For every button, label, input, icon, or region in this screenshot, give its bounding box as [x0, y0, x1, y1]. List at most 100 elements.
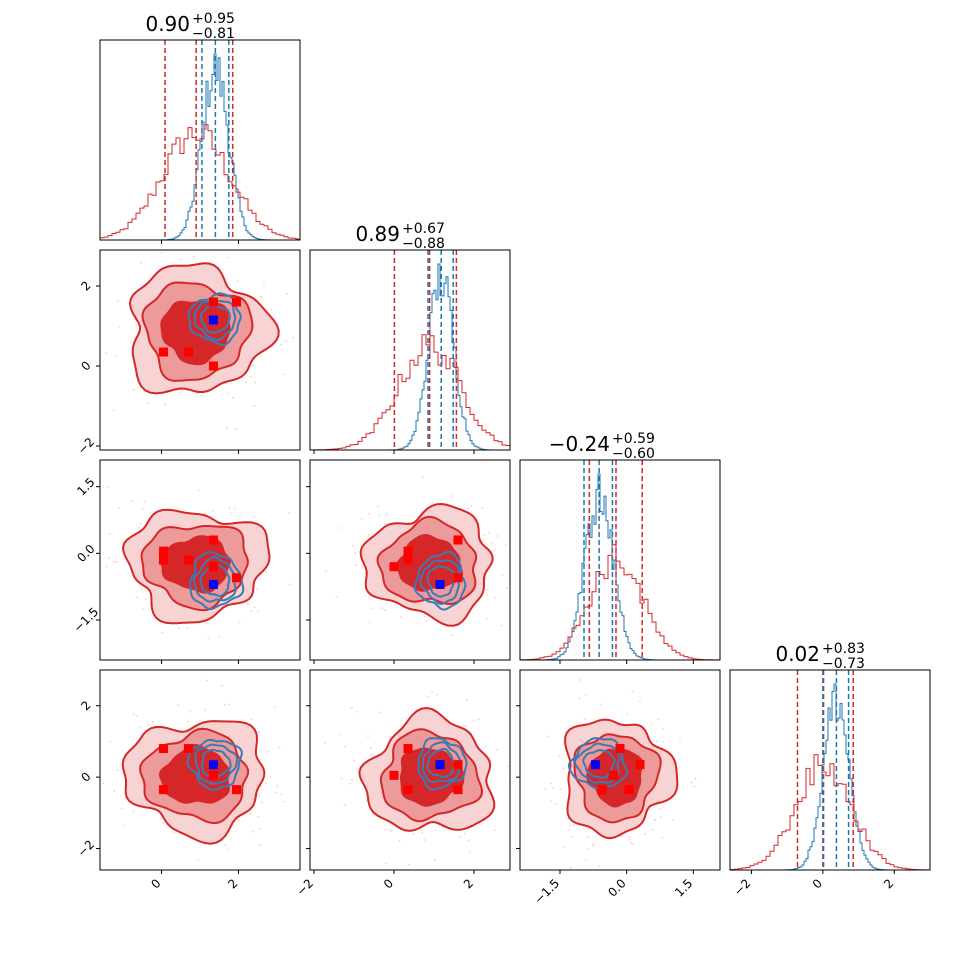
sample-point	[195, 392, 198, 395]
panel-title-median: 0.90	[145, 12, 190, 36]
sample-point	[693, 785, 696, 788]
sample-point	[257, 815, 260, 818]
panel-frame	[519, 669, 721, 871]
sample-point	[486, 589, 489, 591]
contour-panel-1-0: −2 0 2	[75, 248, 301, 457]
blue-histogram	[730, 683, 930, 870]
sample-point	[285, 292, 288, 295]
panel-content	[730, 670, 930, 870]
sample-point	[661, 836, 664, 839]
red-marker	[158, 785, 168, 795]
sample-point	[353, 759, 355, 762]
sample-point	[173, 831, 175, 834]
sample-point	[578, 697, 581, 700]
sample-point	[138, 726, 141, 728]
sample-point	[433, 859, 436, 861]
sample-point	[113, 790, 116, 793]
sample-point	[121, 541, 124, 543]
y-tick-label: −2	[75, 435, 97, 457]
sample-point	[473, 719, 475, 721]
sample-point	[463, 832, 466, 835]
red-marker	[624, 785, 634, 795]
panel-title-minus: −0.81	[192, 26, 235, 42]
histogram-panel-3-3: 0.02 +0.83−0.73 −2 0 2	[729, 641, 931, 899]
x-tick-label: 0.0	[605, 876, 628, 899]
x-tick-label: 0	[381, 876, 396, 891]
sample-point	[514, 566, 516, 568]
sample-point	[109, 740, 111, 743]
sample-point	[186, 627, 189, 629]
panel-frame	[309, 669, 511, 871]
sample-point	[490, 550, 493, 552]
panel-content	[310, 250, 510, 450]
sample-point	[469, 850, 471, 853]
sample-point	[204, 512, 206, 515]
blue-histogram	[310, 263, 510, 450]
sample-point	[435, 829, 437, 831]
sample-point	[340, 527, 343, 529]
sample-point	[270, 308, 273, 311]
sample-point	[141, 508, 144, 510]
sample-point	[234, 428, 237, 431]
blue-contour-level-1	[199, 563, 231, 598]
sample-point	[253, 405, 256, 407]
panel-title-minus: −0.73	[822, 656, 865, 672]
sample-point	[656, 740, 659, 742]
sample-point	[173, 441, 175, 443]
blue-contour-level-3	[567, 737, 629, 789]
sample-point	[500, 624, 503, 627]
sample-point	[161, 631, 164, 634]
red-marker	[403, 555, 413, 565]
sample-point	[399, 616, 402, 618]
red-marker	[208, 535, 218, 545]
sample-point	[221, 684, 223, 687]
sample-point	[113, 409, 115, 412]
sample-point	[121, 807, 123, 810]
sample-point	[369, 747, 372, 749]
sample-point	[259, 828, 262, 830]
sample-point	[160, 252, 163, 254]
blue-marker	[208, 579, 218, 589]
x-tick-label: −1.5	[532, 876, 563, 907]
sample-point	[177, 704, 180, 706]
sample-point	[205, 622, 208, 625]
sample-point	[463, 725, 466, 728]
sample-point	[677, 767, 680, 769]
contour-panel-3-1: −2 0 2	[294, 669, 516, 899]
sample-point	[237, 819, 240, 822]
sample-point	[544, 787, 547, 790]
blue-contour-level-2	[419, 559, 461, 605]
sample-point	[203, 248, 205, 250]
sample-point	[258, 844, 261, 846]
y-tick-label: 1.5	[74, 475, 97, 498]
sample-point	[626, 713, 628, 716]
sample-point	[484, 745, 487, 748]
panel-content	[105, 248, 295, 431]
sample-point	[513, 575, 515, 577]
blue-contour-level-2	[192, 555, 237, 603]
sample-point	[514, 735, 516, 737]
sample-point	[367, 534, 370, 536]
histogram-panel-2-2: −0.24 +0.59−0.60	[519, 431, 721, 664]
sample-point	[149, 512, 152, 514]
blue-contour-level-3	[413, 550, 467, 611]
sample-point	[236, 280, 239, 282]
sample-point	[368, 512, 371, 515]
sample-point	[265, 782, 267, 785]
panel-content	[105, 441, 291, 640]
sample-point	[224, 382, 227, 385]
sample-point	[144, 598, 147, 600]
sample-point	[572, 823, 575, 826]
sample-point	[651, 828, 654, 831]
sample-point	[292, 336, 295, 339]
sample-point	[425, 620, 428, 622]
sample-point	[266, 750, 269, 753]
red-marker	[389, 562, 399, 572]
blue-marker	[435, 760, 445, 770]
sample-point	[350, 706, 353, 709]
blue-contour-level-1	[426, 747, 456, 779]
panel-frame	[99, 459, 301, 661]
sample-point	[252, 830, 255, 833]
x-tick-label: 0	[148, 876, 163, 891]
sample-point	[398, 839, 401, 842]
